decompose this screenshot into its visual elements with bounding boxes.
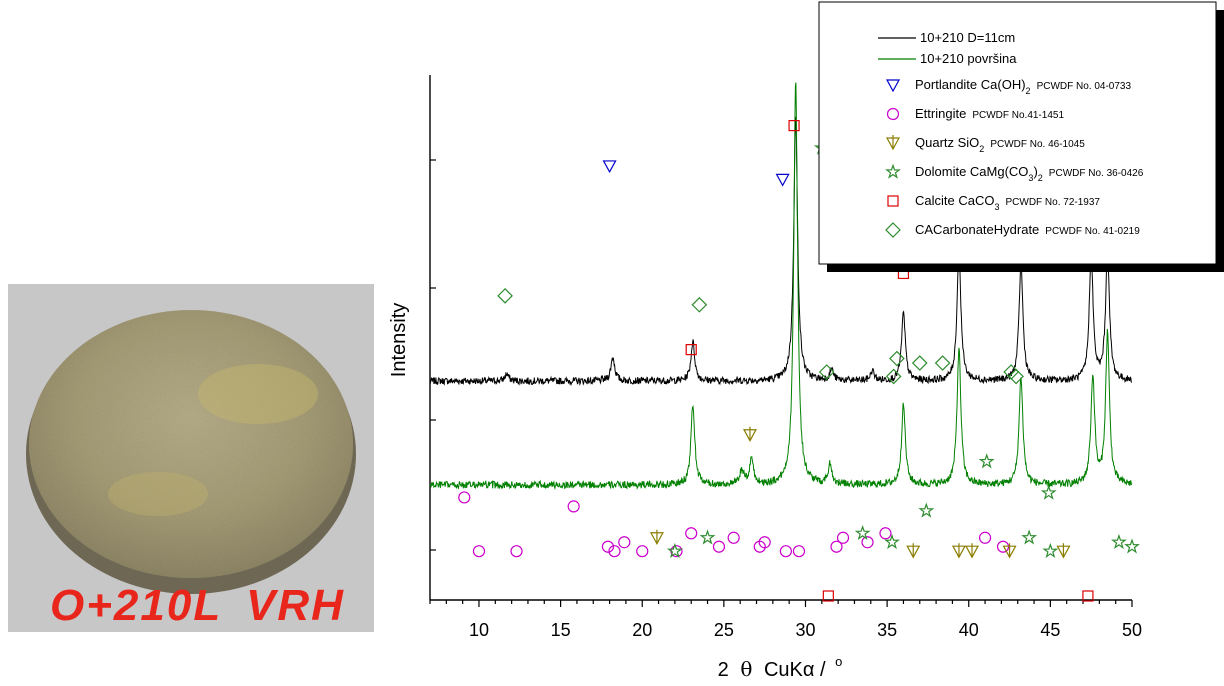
legend-marker-1 — [886, 107, 900, 121]
x-tick-label: 30 — [795, 620, 815, 640]
x-tick-label: 35 — [877, 620, 897, 640]
phase-marker-5 — [934, 355, 951, 371]
phase-marker-1 — [978, 531, 992, 544]
phase-marker-1 — [608, 545, 621, 558]
phase-marker-1 — [567, 500, 580, 513]
phase-marker-2 — [1002, 543, 1017, 559]
phase-marker-1 — [758, 536, 771, 549]
x-tick-label: 15 — [551, 620, 571, 640]
phase-marker-1 — [861, 536, 874, 549]
phase-marker-1 — [712, 540, 726, 553]
phase-marker-2 — [1056, 543, 1071, 559]
legend-label-1: 10+210 površina — [920, 51, 1017, 66]
phase-marker-1 — [618, 536, 631, 549]
phase-marker-1 — [601, 540, 615, 553]
phase-marker-1 — [836, 531, 850, 544]
phase-marker-2 — [649, 529, 664, 546]
legend-phase-2: Quartz SiO2 PCWDF No. 46-1045 — [915, 135, 1085, 154]
x-tick-label: 45 — [1040, 620, 1060, 640]
phase-marker-1 — [830, 540, 843, 553]
phase-marker-4 — [788, 119, 800, 132]
x-tick-label: 50 — [1122, 620, 1142, 640]
x-axis-label-main: CuKα / — [764, 659, 826, 681]
y-axis-label: Intensity — [388, 303, 410, 377]
legend-phase-5: CACarbonateHydrate PCWDF No. 41-0219 — [915, 222, 1140, 237]
phase-marker-3 — [1111, 533, 1127, 549]
phase-marker-4 — [685, 344, 697, 356]
legend-marker-4 — [887, 195, 899, 207]
phase-marker-5 — [691, 296, 708, 313]
phase-marker-3 — [978, 453, 995, 469]
phase-marker-3 — [1040, 484, 1057, 500]
legend-marker-3 — [885, 163, 901, 179]
legend-phase-4: Calcite CaCO3 PCWDF No. 72-1937 — [915, 193, 1100, 212]
legend-phase-1: Ettringite PCWDF No.41-1451 — [915, 106, 1064, 121]
phase-marker-2 — [951, 543, 966, 559]
phase-marker-0 — [775, 173, 790, 187]
legend-phase-3: Dolomite CaMg(CO3)2 PCWDF No. 36-0426 — [915, 164, 1144, 183]
phase-marker-1 — [792, 545, 806, 558]
phase-marker-3 — [884, 533, 900, 549]
phase-marker-3 — [1042, 542, 1059, 558]
phase-marker-5 — [818, 364, 835, 380]
phase-marker-2 — [906, 543, 921, 559]
series-layer — [429, 82, 1133, 491]
x-tick-label: 40 — [959, 620, 979, 640]
legend: 10+210 D=11cm 10+210 površina Portlandite … — [818, 1, 1224, 272]
phase-marker-1 — [458, 491, 471, 504]
phase-marker-4 — [1082, 590, 1094, 602]
phase-marker-3 — [918, 502, 935, 518]
photo-label-left: O+210L — [50, 581, 222, 630]
legend-box — [818, 1, 1217, 265]
phase-marker-0 — [602, 160, 617, 174]
series-line-0 — [429, 116, 1132, 387]
x-tick-label: 10 — [469, 620, 489, 640]
x-tick-label: 20 — [632, 620, 652, 640]
phase-marker-4 — [822, 590, 834, 602]
legend-label-0: 10+210 D=11cm — [920, 30, 1015, 45]
legend-marker-2 — [885, 135, 901, 151]
legend-marker-5 — [885, 222, 901, 238]
phase-marker-1 — [879, 527, 892, 540]
legend-phase-0: Portlandite Ca(OH)2 PCWDF No. 04-0733 — [915, 77, 1131, 96]
disc-top — [29, 310, 353, 578]
series-line-1 — [429, 82, 1133, 491]
phase-marker-1 — [685, 527, 698, 540]
phase-marker-1 — [779, 545, 792, 558]
phase-marker-1 — [727, 531, 740, 544]
x-axis-label-theta: θ — [740, 657, 752, 681]
phase-marker-5 — [885, 368, 902, 385]
phase-marker-1 — [510, 545, 523, 558]
x-tick-label: 25 — [714, 620, 734, 640]
phase-marker-3 — [1021, 529, 1038, 545]
phase-marker-3 — [699, 529, 716, 545]
x-axis-label-unit: o — [835, 654, 842, 669]
phase-marker-2 — [742, 426, 757, 442]
axes: 10 15 20 25 30 35 40 45 50 — [429, 75, 1142, 640]
phase-marker-1 — [472, 545, 486, 558]
legend-marker-0 — [885, 79, 901, 93]
phase-marker-5 — [497, 287, 513, 304]
phase-marker-3 — [1124, 538, 1140, 554]
phase-marker-2 — [964, 543, 980, 559]
phase-marker-5 — [1008, 368, 1024, 385]
photo-label-right: VRH — [246, 581, 345, 630]
phase-marker-5 — [889, 350, 905, 367]
sample-photo: O+210L VRH — [8, 284, 374, 632]
x-axis-label-prefix: 2 — [718, 659, 729, 681]
x-axis-label: 2 θ CuKα / o — [718, 654, 843, 681]
phase-marker-3 — [666, 542, 683, 558]
phase-marker-5 — [911, 355, 928, 371]
phase-marker-3 — [854, 524, 871, 541]
phase-marker-1 — [636, 545, 649, 558]
